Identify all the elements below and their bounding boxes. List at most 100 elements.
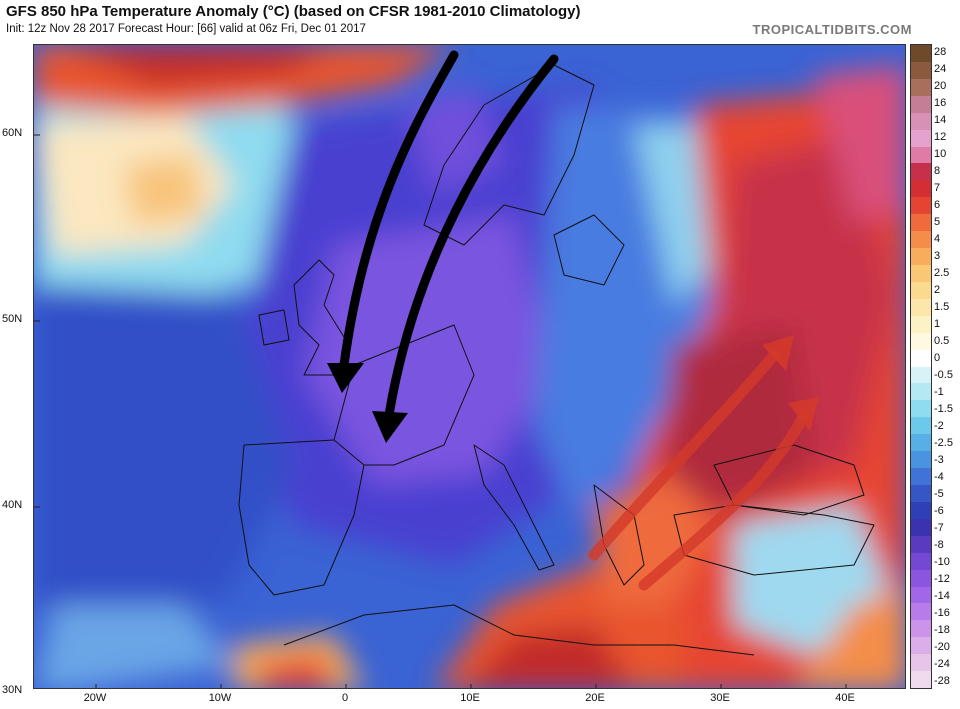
legend-swatch [911, 231, 931, 249]
anomaly-field [34, 45, 905, 688]
lon-label-30e: 30E [710, 692, 730, 704]
warm-flow-arrowhead-1 [762, 335, 794, 371]
legend-swatch [911, 264, 931, 282]
legend-label: -1 [934, 385, 944, 398]
legend-label: 7 [934, 182, 941, 195]
legend-label: 28 [934, 46, 947, 59]
cold-flow-arrowheads [327, 363, 408, 443]
legend-label: 1 [934, 318, 941, 331]
legend-label: 20 [934, 80, 947, 93]
lat-label-60n: 60N [2, 127, 23, 139]
legend-label: -7 [934, 521, 944, 534]
legend-label: 6 [934, 199, 941, 212]
lon-label-20e: 20E [585, 692, 605, 704]
legend-swatch [911, 197, 931, 215]
legend-label: 3 [934, 250, 941, 263]
lon-label-20w: 20W [83, 692, 107, 704]
legend-label: 16 [934, 97, 947, 110]
legend-labels: 28 24 20 16 14 12 10 8 7 6 5 4 3 2.5 2 1.5 1 0.5 0 -0.5 -1 -1… [934, 44, 960, 689]
legend-label: -2.5 [934, 436, 953, 449]
lon-label-10e: 10E [460, 692, 480, 704]
legend-swatch [911, 163, 931, 181]
anomaly-map-graphic [34, 45, 905, 688]
warm-flow-arrowhead-2 [788, 397, 819, 431]
legend-swatch [911, 61, 931, 79]
cold-flow-arrow-1 [339, 50, 459, 370]
legend-swatch [911, 383, 931, 401]
cold-flow-arrowhead-2 [372, 411, 408, 443]
warm-flow-arrows [588, 349, 810, 591]
lon-label-0: 0 [341, 692, 349, 704]
legend-swatch [911, 468, 931, 485]
legend-swatch [911, 586, 931, 604]
legend-swatch [911, 78, 931, 96]
legend-label: -16 [934, 606, 950, 619]
legend-label: 0 [934, 352, 941, 364]
legend-swatch [911, 112, 931, 130]
legend-label: -3 [934, 453, 944, 466]
legend-swatch [911, 180, 931, 198]
legend-swatch [911, 146, 931, 164]
legend-label: 0.5 [934, 335, 950, 348]
legend-label: -14 [934, 589, 950, 602]
legend-label: 8 [934, 165, 941, 178]
legend-label: -24 [934, 657, 950, 670]
legend-label: 10 [934, 148, 947, 161]
legend-swatch [911, 535, 931, 553]
legend-label: 12 [934, 131, 947, 144]
map-subtitle: Init: 12z Nov 28 2017 Forecast Hour: [66… [6, 23, 366, 35]
legend-label: 5 [934, 216, 941, 229]
legend-label: 14 [934, 114, 947, 127]
legend-swatch [911, 603, 931, 621]
graticule-ticks [34, 134, 847, 688]
warm-flow-arrow-2 [638, 409, 810, 591]
legend-swatch [911, 298, 931, 316]
legend-swatch [911, 484, 931, 502]
legend-swatch [911, 400, 931, 418]
legend-label: -1.5 [934, 402, 953, 415]
legend-swatch [911, 349, 931, 367]
map-title: GFS 850 hPa Temperature Anomaly (°C) (ba… [6, 3, 581, 20]
legend-swatch [911, 281, 931, 299]
legend-label: 2 [934, 284, 941, 297]
lon-label-40e: 40E [835, 692, 855, 704]
cold-flow-arrow-2 [384, 54, 559, 420]
legend-swatch [911, 451, 931, 469]
lat-label-50n: 50N [2, 313, 23, 325]
legend-label: -10 [934, 555, 950, 568]
legend-label: -0.5 [934, 368, 953, 381]
legend-swatch [911, 214, 931, 232]
legend-swatch [911, 315, 931, 333]
legend-swatch [911, 569, 931, 587]
legend-swatch [911, 45, 931, 62]
legend-swatch [911, 366, 931, 384]
legend-swatch [911, 552, 931, 570]
cold-flow-arrowhead-1 [327, 363, 364, 393]
warm-flow-arrow-1 [588, 349, 780, 561]
legend-label: -4 [934, 470, 944, 483]
legend-label: -12 [934, 572, 950, 585]
warm-flow-arrowheads [762, 335, 819, 431]
legend-label: -5 [934, 487, 944, 500]
legend-swatch [911, 501, 931, 519]
legend-swatch [911, 671, 931, 689]
legend-label: -20 [934, 640, 950, 653]
legend-label: 24 [934, 63, 947, 76]
legend-label: -28 [934, 674, 950, 687]
legend-swatch [911, 248, 931, 265]
lon-label-10w: 10W [208, 692, 232, 704]
legend-label: -6 [934, 504, 944, 517]
legend-swatch [911, 434, 931, 452]
legend-swatch [911, 637, 931, 655]
legend-label: -18 [934, 623, 950, 636]
legend-swatch [911, 417, 931, 435]
anomaly-map [33, 44, 906, 689]
legend-label: -2 [934, 419, 944, 432]
brand-watermark: TROPICALTIDBITS.COM [752, 22, 912, 37]
lat-label-40n: 40N [2, 499, 23, 511]
lat-label-30n: 30N [2, 684, 23, 696]
legend-colorbar [910, 44, 932, 689]
legend-label: -8 [934, 538, 944, 551]
legend-swatch [911, 129, 931, 147]
legend-swatch [911, 518, 931, 536]
